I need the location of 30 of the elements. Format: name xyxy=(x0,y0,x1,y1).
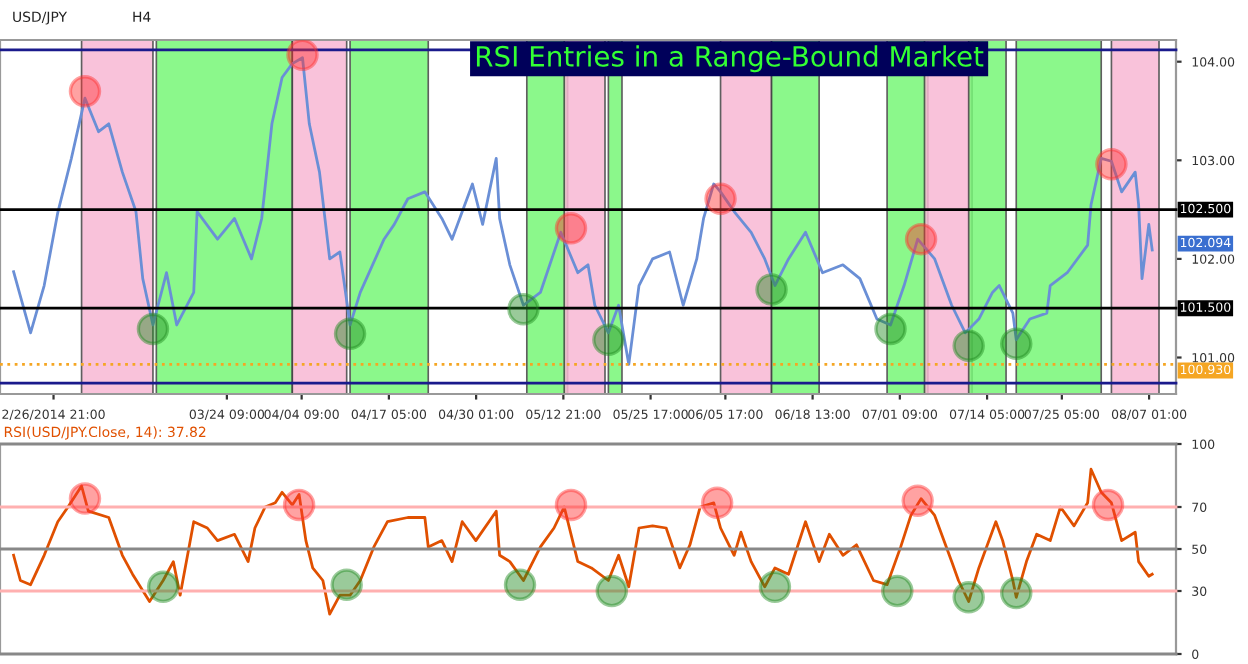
point xyxy=(503,568,537,601)
point xyxy=(952,581,985,614)
point xyxy=(333,317,367,351)
point xyxy=(507,292,540,326)
point xyxy=(554,488,588,522)
point xyxy=(1000,576,1033,610)
point xyxy=(68,482,102,515)
point xyxy=(68,75,102,108)
point xyxy=(952,329,985,362)
point xyxy=(1091,488,1125,522)
point xyxy=(881,574,914,608)
point xyxy=(901,484,934,517)
point xyxy=(595,574,629,608)
point xyxy=(1095,148,1128,181)
point xyxy=(704,182,737,215)
point xyxy=(286,40,319,72)
point xyxy=(592,323,625,356)
point xyxy=(758,570,792,604)
point xyxy=(1000,327,1033,360)
point xyxy=(146,570,180,604)
point xyxy=(554,212,588,245)
chart-title: RSI Entries in a Range-Bound Market xyxy=(476,45,984,73)
point xyxy=(755,273,788,306)
point xyxy=(700,486,734,520)
point xyxy=(136,312,170,346)
point xyxy=(874,312,907,346)
line-series xyxy=(12,467,1154,616)
point xyxy=(330,568,363,601)
point xyxy=(904,222,938,256)
point xyxy=(282,488,316,522)
